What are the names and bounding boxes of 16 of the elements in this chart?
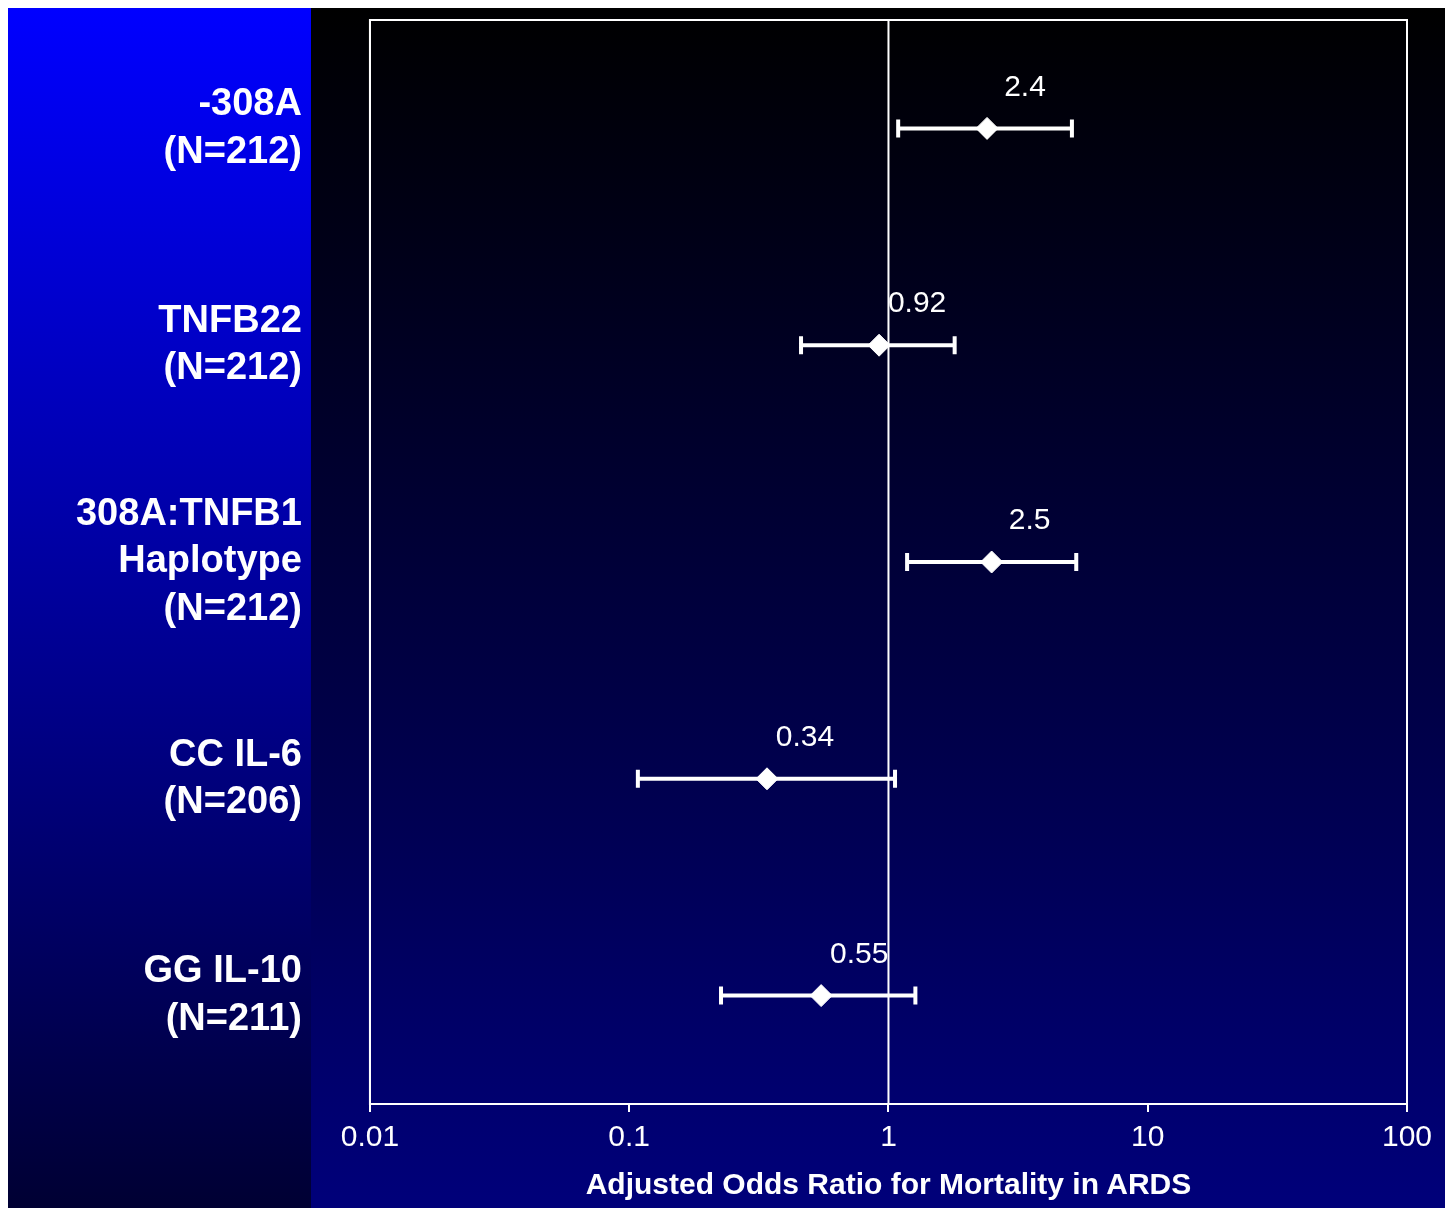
x-tick-label: 0.01	[340, 1119, 400, 1153]
y-tick-label: 308A:TNFB1 Haplotype (N=212)	[75, 490, 302, 628]
data-label: 2.4	[1004, 68, 1046, 102]
x-tick-label: 1	[880, 1119, 897, 1153]
x-tick-label: 100	[1381, 1119, 1433, 1153]
y-tick-label: CC IL-6 (N=206)	[163, 731, 302, 822]
y-tick-label: -308A (N=212)	[163, 81, 302, 171]
data-label: 0.34	[775, 719, 835, 753]
data-label: 2.5	[1008, 502, 1051, 536]
data-label: 0.92	[887, 285, 947, 319]
y-tick-label: GG IL-10 (N=211)	[143, 948, 302, 1038]
data-label: 0.55	[829, 935, 889, 969]
x-tick-label: 10	[1131, 1119, 1165, 1153]
x-axis-title: Adjusted Odds Ratio for Mortality in ARDS	[585, 1167, 1192, 1201]
y-tick-label: TNFB22 (N=212)	[158, 297, 302, 388]
x-tick-label: 0.1	[608, 1119, 651, 1153]
